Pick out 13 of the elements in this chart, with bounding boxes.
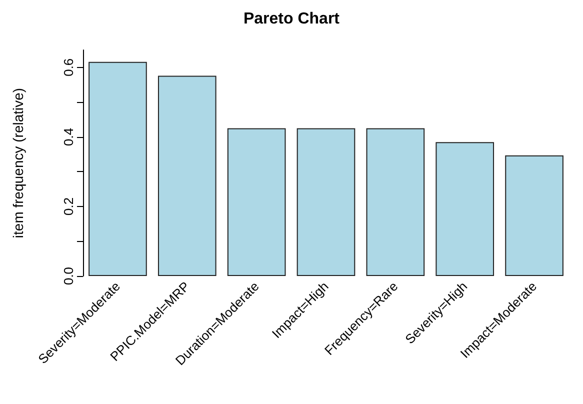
y-tick-label: 0.6 xyxy=(61,58,76,76)
y-tick-label: 0.2 xyxy=(61,197,76,216)
bar xyxy=(88,62,147,276)
chart-title: Pareto Chart xyxy=(243,10,340,28)
bar xyxy=(366,128,425,276)
bar xyxy=(227,128,286,276)
bar xyxy=(505,155,564,276)
y-tick-label: 0.4 xyxy=(61,128,76,146)
bar xyxy=(436,142,494,276)
bar xyxy=(296,128,356,276)
y-tick-label: 0.0 xyxy=(61,266,76,286)
y-axis-title: item frequency (relative) xyxy=(10,88,26,238)
bar xyxy=(158,76,216,276)
